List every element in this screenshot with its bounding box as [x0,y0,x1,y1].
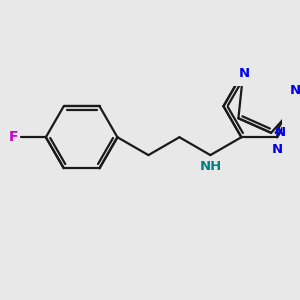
Text: NH: NH [200,160,222,173]
Text: F: F [9,130,18,144]
Text: N: N [238,67,249,80]
Text: N: N [290,84,300,97]
Text: N: N [274,126,286,139]
Text: N: N [272,143,283,156]
